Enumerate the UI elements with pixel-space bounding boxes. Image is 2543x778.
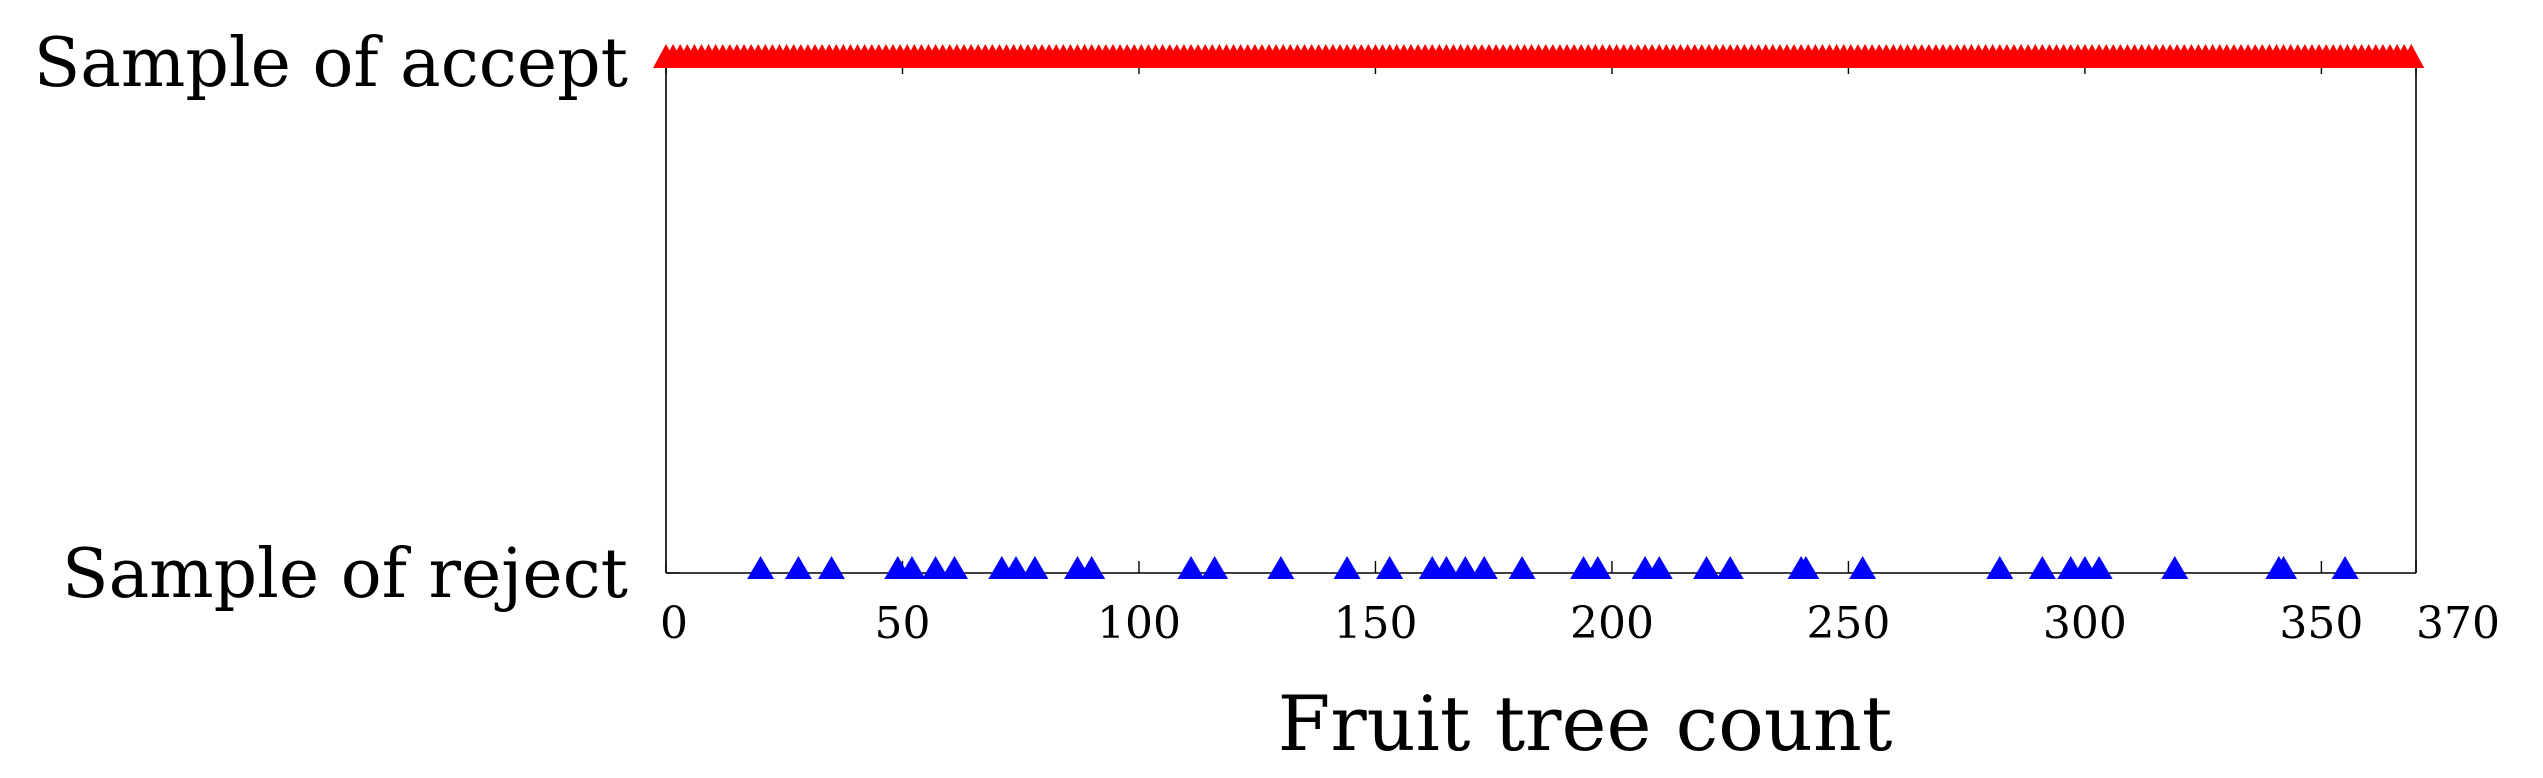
reject-point xyxy=(1986,556,2014,579)
reject-point xyxy=(784,556,812,579)
series-accept xyxy=(653,44,2425,68)
reject-point xyxy=(2270,556,2298,579)
reject-point xyxy=(1432,556,1460,579)
reject-point xyxy=(941,556,969,579)
x-tick-label: 200 xyxy=(1570,598,1654,649)
reject-point xyxy=(1451,556,1479,579)
reject-point xyxy=(1201,556,1229,579)
reject-point xyxy=(1177,556,1205,579)
reject-point xyxy=(1792,556,1820,579)
reject-point xyxy=(2161,556,2189,579)
series-reject xyxy=(747,556,2359,579)
x-tick-label: 50 xyxy=(874,598,930,649)
plot-frame xyxy=(665,61,2417,574)
x-tick-label: 300 xyxy=(2043,598,2127,649)
y-tick-label: Sample of reject xyxy=(62,535,628,614)
y-tick-label: Sample of accept xyxy=(34,24,628,103)
reject-point xyxy=(1376,556,1404,579)
x-tick-label: 100 xyxy=(1097,598,1181,649)
reject-point xyxy=(818,556,846,579)
reject-point xyxy=(2085,556,2113,579)
x-ticks: 0 50 100 150 200 250 300 350 370 xyxy=(660,62,2500,649)
reject-point xyxy=(1716,556,1744,579)
x-tick-label: 350 xyxy=(2279,598,2363,649)
reject-point xyxy=(747,556,775,579)
reject-point xyxy=(1849,556,1877,579)
reject-point xyxy=(1002,556,1030,579)
reject-point xyxy=(1470,556,1498,579)
x-tick-label: 150 xyxy=(1333,598,1417,649)
reject-point xyxy=(2331,556,2359,579)
reject-point xyxy=(1267,556,1295,579)
reject-point xyxy=(1693,556,1721,579)
reject-point xyxy=(1333,556,1361,579)
reject-point xyxy=(1584,556,1612,579)
reject-point xyxy=(2028,556,2056,579)
x-tick-label: 370 xyxy=(2416,598,2500,649)
x-axis-label: Fruit tree count xyxy=(1278,679,1893,768)
x-tick-label: 0 xyxy=(660,598,688,649)
y-tick-labels: Sample of accept Sample of reject xyxy=(34,24,680,614)
reject-point xyxy=(1508,556,1536,579)
x-tick-label: 250 xyxy=(1806,598,1890,649)
reject-point xyxy=(1021,556,1049,579)
data-points xyxy=(653,44,2425,579)
reject-point xyxy=(1645,556,1673,579)
reject-point xyxy=(898,556,926,579)
reject-point xyxy=(922,556,950,579)
accept-point xyxy=(2398,44,2425,68)
reject-point xyxy=(1078,556,1106,579)
